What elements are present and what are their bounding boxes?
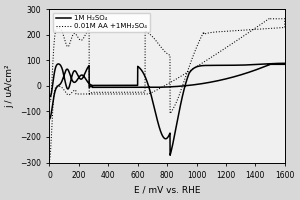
Legend: 1M H₂SO₄, 0.01M AA +1MH₂SO₄: 1M H₂SO₄, 0.01M AA +1MH₂SO₄ [53,13,150,32]
1M H₂SO₄ [283,62,286,64]
0.01M AA +1MH₂SO₄ [268,17,272,19]
Y-axis label: j / uA/cm²: j / uA/cm² [6,64,15,108]
0.01M AA +1MH₂SO₄ [272,18,275,20]
1M H₂SO₄ [48,94,51,96]
Line: 1M H₂SO₄: 1M H₂SO₄ [50,63,285,155]
1M H₂SO₄ [168,154,172,156]
0.01M AA +1MH₂SO₄ [245,32,249,35]
0.01M AA +1MH₂SO₄ [62,35,66,38]
1M H₂SO₄ [85,67,89,70]
X-axis label: E / mV vs. RHE: E / mV vs. RHE [134,185,200,194]
Line: 0.01M AA +1MH₂SO₄: 0.01M AA +1MH₂SO₄ [50,18,285,160]
0.01M AA +1MH₂SO₄ [48,96,51,99]
0.01M AA +1MH₂SO₄ [48,159,51,161]
1M H₂SO₄ [48,118,51,120]
1M H₂SO₄ [245,72,249,74]
0.01M AA +1MH₂SO₄ [85,30,89,33]
1M H₂SO₄ [271,63,275,66]
1M H₂SO₄ [249,70,253,73]
0.01M AA +1MH₂SO₄ [176,97,180,99]
1M H₂SO₄ [62,73,65,76]
1M H₂SO₄ [176,116,180,118]
0.01M AA +1MH₂SO₄ [249,30,253,32]
